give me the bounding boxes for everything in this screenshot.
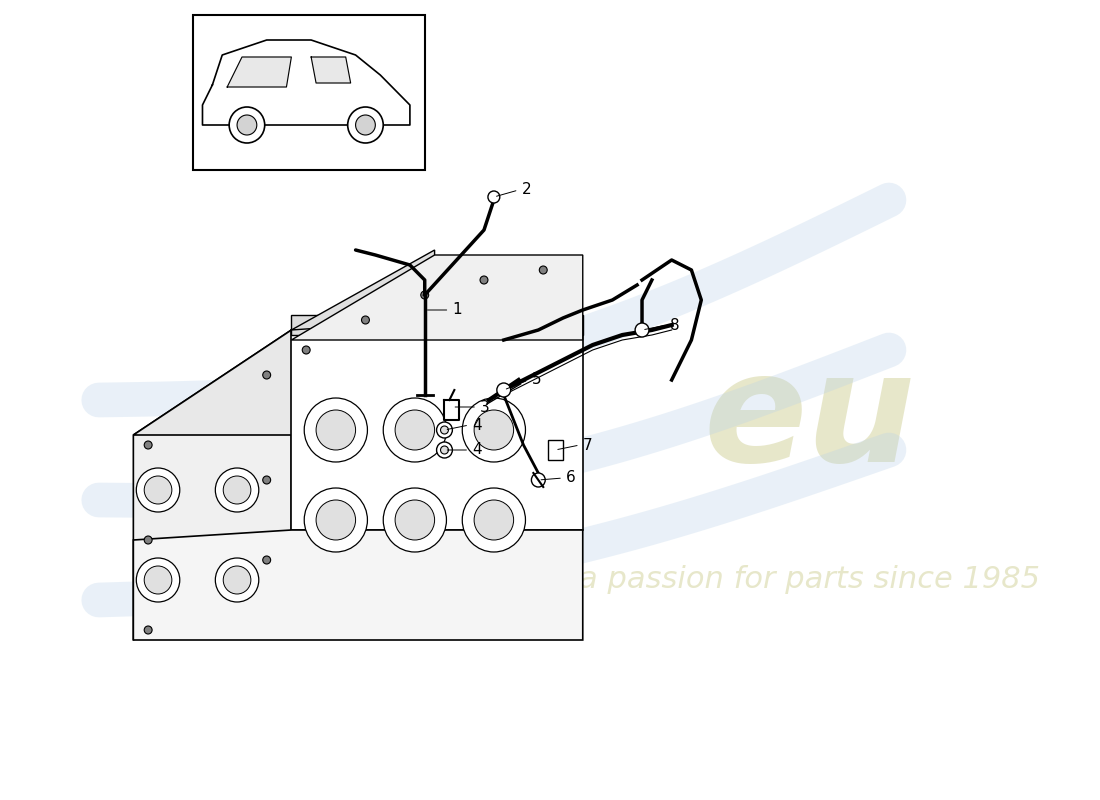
Text: 8: 8 [670,318,680,333]
Text: 4: 4 [472,442,482,458]
Circle shape [263,476,271,484]
Circle shape [437,442,452,458]
Text: 6: 6 [566,470,575,486]
Circle shape [362,316,370,324]
Circle shape [316,500,355,540]
Circle shape [440,446,449,454]
Circle shape [437,422,452,438]
Circle shape [144,441,152,449]
Circle shape [383,398,447,462]
Text: 1: 1 [452,302,462,318]
Circle shape [144,536,152,544]
Polygon shape [292,255,583,340]
Circle shape [216,558,258,602]
Circle shape [474,500,514,540]
Polygon shape [292,330,583,530]
Circle shape [305,398,367,462]
Circle shape [263,556,271,564]
Circle shape [305,488,367,552]
Bar [192,15,425,170]
Circle shape [539,266,547,274]
Polygon shape [133,330,292,640]
Circle shape [421,291,429,299]
Circle shape [440,426,449,434]
Circle shape [488,191,499,203]
Text: eu: eu [704,346,916,494]
Polygon shape [228,57,292,87]
Circle shape [462,398,526,462]
Circle shape [144,476,172,504]
Circle shape [355,115,375,135]
Circle shape [635,323,649,337]
Circle shape [302,346,310,354]
Circle shape [238,115,256,135]
Circle shape [136,468,179,512]
Text: 5: 5 [531,373,541,387]
Circle shape [497,383,510,397]
Circle shape [383,488,447,552]
Circle shape [395,500,434,540]
Circle shape [223,566,251,594]
Circle shape [216,468,258,512]
Circle shape [531,473,546,487]
Circle shape [136,558,179,602]
Circle shape [474,410,514,450]
Polygon shape [133,330,583,435]
Text: 2: 2 [521,182,531,198]
Text: 7: 7 [583,438,593,453]
Text: a passion for parts since 1985: a passion for parts since 1985 [580,566,1041,594]
Circle shape [229,107,265,143]
Circle shape [316,410,355,450]
Polygon shape [292,250,434,330]
Polygon shape [311,57,351,83]
Polygon shape [133,530,583,640]
Circle shape [263,371,271,379]
Polygon shape [548,440,563,460]
Circle shape [480,276,488,284]
Bar [292,315,583,335]
Circle shape [144,626,152,634]
Text: 4: 4 [472,418,482,433]
Circle shape [348,107,383,143]
Text: 3: 3 [480,399,490,414]
Circle shape [462,488,526,552]
Circle shape [223,476,251,504]
Circle shape [395,410,434,450]
Circle shape [144,566,172,594]
